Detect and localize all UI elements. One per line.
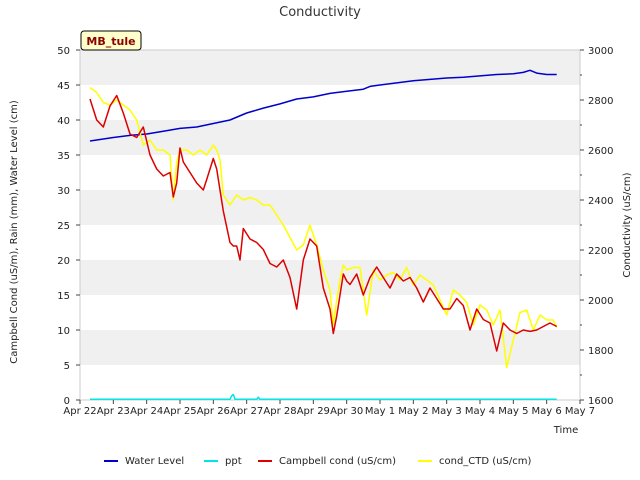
- y-right-tick-label: 1600: [588, 396, 613, 407]
- x-tick-label: Apr 25: [163, 406, 196, 417]
- background-bands: [80, 50, 580, 400]
- grid-band: [80, 155, 580, 190]
- x-tick-label: May 5: [498, 406, 528, 417]
- grid-band: [80, 365, 580, 400]
- grid-band: [80, 330, 580, 365]
- x-tick-label: Apr 26: [197, 406, 230, 417]
- y-axis-left-ticks: 0 5 10 15 20 25 30 35 40 45 50: [57, 46, 80, 407]
- y-right-tick-label: 2600: [588, 146, 613, 157]
- series-line-ppt: [90, 393, 557, 401]
- grid-band: [80, 50, 580, 85]
- y-left-tick-label: 20: [57, 256, 70, 267]
- grid-band: [80, 225, 580, 260]
- x-tick-label: Apr 24: [130, 406, 163, 417]
- annotation-text: MB_tule: [86, 35, 135, 48]
- site-annotation: MB_tule: [80, 30, 142, 51]
- y-left-tick-label: 5: [64, 361, 70, 372]
- y-left-tick-label: 0: [64, 396, 70, 407]
- x-tick-label: May 3: [432, 406, 462, 417]
- y-left-tick-label: 50: [57, 46, 70, 57]
- x-tick-label: May 1: [365, 406, 395, 417]
- y-left-tick-label: 10: [57, 326, 70, 337]
- grid-band: [80, 190, 580, 225]
- y-axis-left-label: Campbell Cond (uS/m), Rain (mm), Water L…: [9, 100, 20, 364]
- x-tick-label: May 7: [565, 406, 595, 417]
- x-tick-label: Apr 29: [297, 406, 330, 417]
- x-axis-ticks: Apr 22 Apr 23 Apr 24 Apr 25 Apr 26 Apr 27 Apr …: [63, 400, 595, 417]
- y-right-tick-label: 2200: [588, 246, 613, 257]
- x-tick-label: Apr 30: [330, 406, 363, 417]
- y-axis-right-label: Conductivity (uS/cm): [622, 172, 633, 277]
- chart-title: Conductivity: [279, 5, 361, 20]
- series-line-water-level: [89, 69, 557, 142]
- y-right-tick-label: 2000: [588, 296, 613, 307]
- y-left-tick-label: 45: [57, 81, 70, 92]
- y-right-tick-label: 1800: [588, 346, 613, 357]
- legend-label-cond-ctd-us-cm: cond_CTD (uS/cm): [439, 456, 531, 467]
- x-tick-label: May 6: [532, 406, 562, 417]
- annotation-box: [80, 30, 142, 51]
- x-tick-label: May 4: [465, 406, 495, 417]
- y-right-tick-label: 3000: [588, 46, 613, 57]
- legend-label-water-level: Water Level: [125, 456, 184, 467]
- legend-label-campbell-cond-us-cm: Campbell cond (uS/cm): [279, 456, 396, 467]
- y-axis-right-ticks: 1600 1800 2000 2200 2400 2600 2800 3000: [580, 46, 613, 407]
- y-right-tick-label: 2800: [588, 96, 613, 107]
- series-line-campbell-cond-us-cm: [89, 94, 558, 352]
- series-lines: [89, 69, 558, 401]
- grid-band: [80, 120, 580, 155]
- y-left-tick-label: 30: [57, 186, 70, 197]
- x-tick-label: Apr 28: [263, 406, 296, 417]
- y-left-tick-label: 40: [57, 116, 70, 127]
- x-axis-label: Time: [553, 425, 578, 436]
- x-tick-label: Apr 27: [230, 406, 263, 417]
- x-tick-label: May 2: [398, 406, 428, 417]
- y-left-tick-label: 35: [57, 151, 70, 162]
- x-tick-label: Apr 22: [63, 406, 96, 417]
- legend: Water Level ppt Campbell cond (uS/cm) cond_…: [104, 456, 531, 467]
- y-left-tick-label: 25: [57, 221, 70, 232]
- y-right-tick-label: 2400: [588, 196, 613, 207]
- y-left-tick-label: 15: [57, 291, 70, 302]
- grid-band: [80, 85, 580, 120]
- x-tick-label: Apr 23: [97, 406, 130, 417]
- legend-label-ppt: ppt: [225, 456, 242, 467]
